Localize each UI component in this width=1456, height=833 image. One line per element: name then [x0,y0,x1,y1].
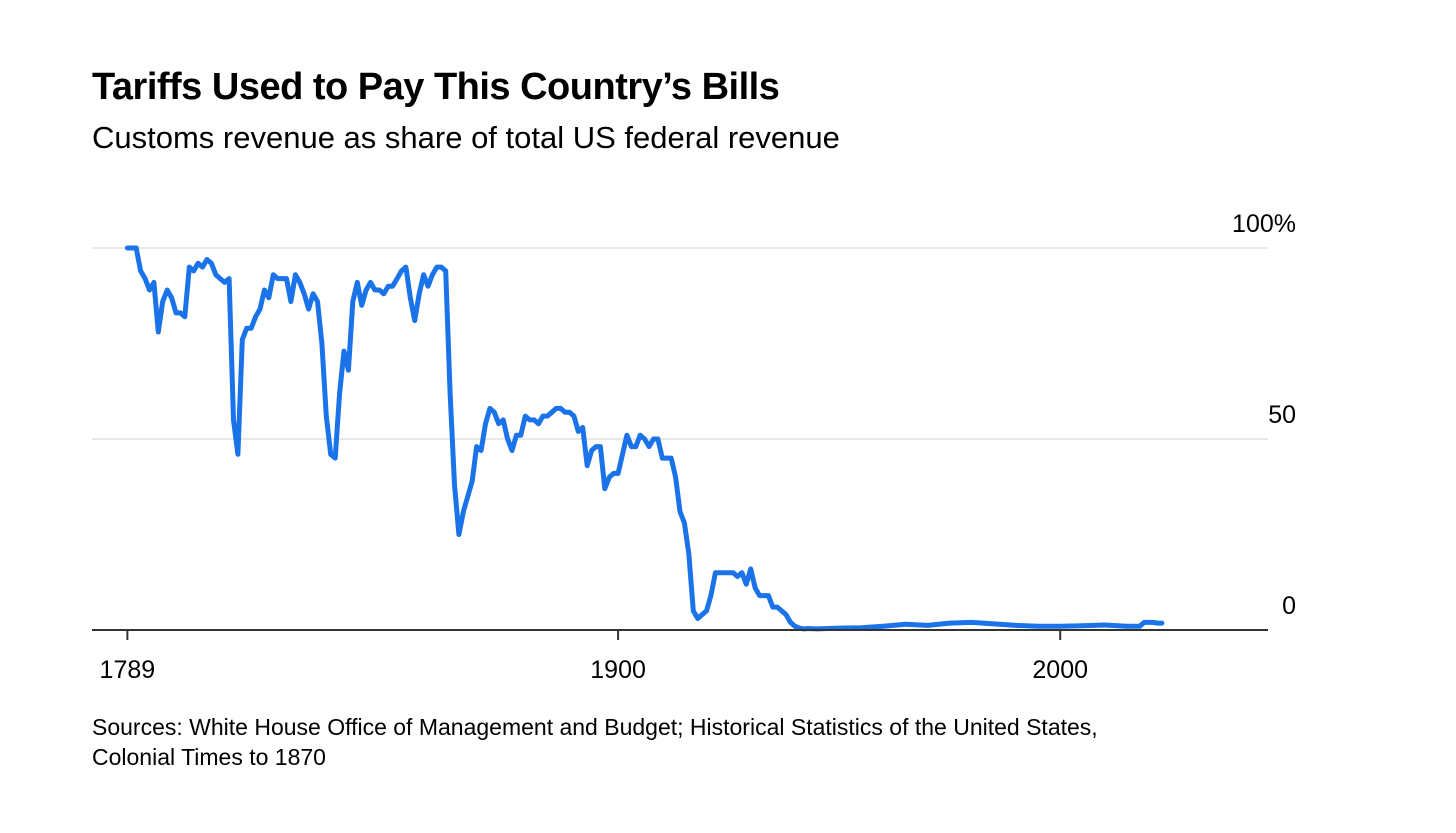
source-note: Sources: White House Office of Managemen… [92,712,1242,772]
y-tick-label: 100% [1232,210,1296,238]
chart-subtitle: Customs revenue as share of total US fed… [92,120,840,155]
source-line-2: Colonial Times to 1870 [92,744,326,770]
chart-title: Tariffs Used to Pay This Country’s Bills [92,66,780,108]
source-line-1: Sources: White House Office of Managemen… [92,714,1098,740]
series-line [124,245,1165,632]
y-tick-label: 0 [1282,592,1296,620]
series-layer [124,245,1165,632]
grid-layer [92,247,1268,440]
y-tick-label: 50 [1268,401,1296,429]
x-tick-label: 1900 [590,656,646,684]
x-tick-label: 1789 [100,656,156,684]
x-tick-label: 2000 [1032,656,1088,684]
axis-layer: 100% 50 0 1789 1900 2000 [92,210,1296,684]
